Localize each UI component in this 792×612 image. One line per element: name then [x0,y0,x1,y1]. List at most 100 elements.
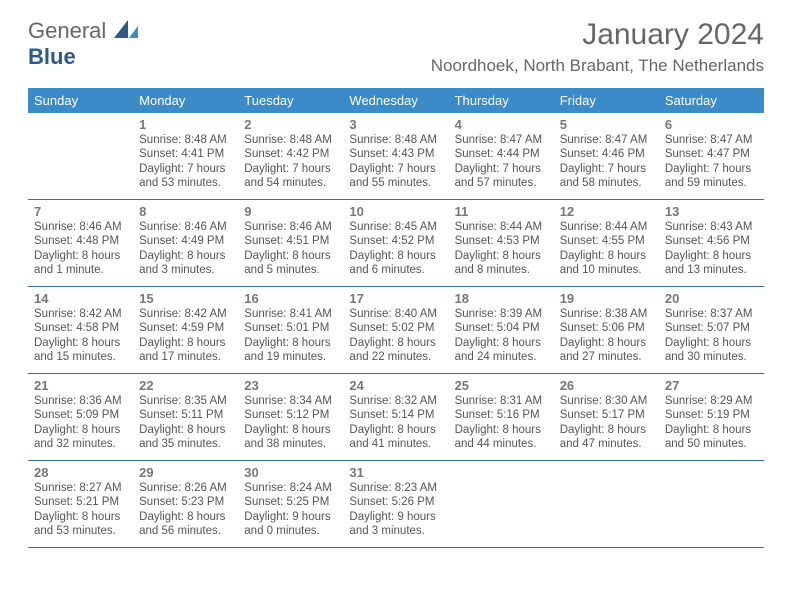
day-cell: 11Sunrise: 8:44 AMSunset: 4:53 PMDayligh… [449,200,554,286]
sunrise-text: Sunrise: 8:44 AM [560,220,653,234]
sunrise-text: Sunrise: 8:30 AM [560,394,653,408]
sunset-text: Sunset: 5:11 PM [139,408,232,422]
day-number: 26 [560,378,653,393]
day-number: 14 [34,291,127,306]
daylight-text: Daylight: 8 hours and 22 minutes. [349,336,442,365]
day-number: 11 [455,204,548,219]
sunrise-text: Sunrise: 8:48 AM [244,133,337,147]
day-number: 9 [244,204,337,219]
title-block: January 2024 Noordhoek, North Brabant, T… [431,18,764,76]
day-number: 4 [455,117,548,132]
day-number: 8 [139,204,232,219]
weekday-label: Saturday [659,88,764,113]
day-cell: 21Sunrise: 8:36 AMSunset: 5:09 PMDayligh… [28,374,133,460]
sunset-text: Sunset: 5:25 PM [244,495,337,509]
daylight-text: Daylight: 8 hours and 56 minutes. [139,510,232,539]
sunset-text: Sunset: 4:59 PM [139,321,232,335]
page-header: General Blue January 2024 Noordhoek, Nor… [0,0,792,80]
day-cell: 27Sunrise: 8:29 AMSunset: 5:19 PMDayligh… [659,374,764,460]
sunrise-text: Sunrise: 8:27 AM [34,481,127,495]
daylight-text: Daylight: 8 hours and 53 minutes. [34,510,127,539]
sunrise-text: Sunrise: 8:46 AM [244,220,337,234]
daylight-text: Daylight: 8 hours and 17 minutes. [139,336,232,365]
day-cell [449,461,554,547]
week-row: 14Sunrise: 8:42 AMSunset: 4:58 PMDayligh… [28,287,764,374]
day-cell: 15Sunrise: 8:42 AMSunset: 4:59 PMDayligh… [133,287,238,373]
location-subtitle: Noordhoek, North Brabant, The Netherland… [431,56,764,76]
sunrise-text: Sunrise: 8:45 AM [349,220,442,234]
calendar: Sunday Monday Tuesday Wednesday Thursday… [28,88,764,548]
day-cell: 16Sunrise: 8:41 AMSunset: 5:01 PMDayligh… [238,287,343,373]
daylight-text: Daylight: 8 hours and 10 minutes. [560,249,653,278]
sunset-text: Sunset: 4:47 PM [665,147,758,161]
daylight-text: Daylight: 8 hours and 24 minutes. [455,336,548,365]
weekday-label: Friday [554,88,659,113]
sunset-text: Sunset: 5:16 PM [455,408,548,422]
day-cell: 6Sunrise: 8:47 AMSunset: 4:47 PMDaylight… [659,113,764,199]
sunrise-text: Sunrise: 8:37 AM [665,307,758,321]
sunrise-text: Sunrise: 8:42 AM [139,307,232,321]
daylight-text: Daylight: 8 hours and 5 minutes. [244,249,337,278]
day-cell: 8Sunrise: 8:46 AMSunset: 4:49 PMDaylight… [133,200,238,286]
sunset-text: Sunset: 5:17 PM [560,408,653,422]
day-number: 15 [139,291,232,306]
daylight-text: Daylight: 8 hours and 41 minutes. [349,423,442,452]
day-cell: 7Sunrise: 8:46 AMSunset: 4:48 PMDaylight… [28,200,133,286]
logo: General Blue [28,18,138,70]
daylight-text: Daylight: 9 hours and 3 minutes. [349,510,442,539]
sunrise-text: Sunrise: 8:42 AM [34,307,127,321]
weekday-label: Thursday [449,88,554,113]
daylight-text: Daylight: 7 hours and 53 minutes. [139,162,232,191]
daylight-text: Daylight: 7 hours and 54 minutes. [244,162,337,191]
sunset-text: Sunset: 5:06 PM [560,321,653,335]
day-cell: 12Sunrise: 8:44 AMSunset: 4:55 PMDayligh… [554,200,659,286]
sunset-text: Sunset: 4:49 PM [139,234,232,248]
daylight-text: Daylight: 8 hours and 35 minutes. [139,423,232,452]
sunset-text: Sunset: 4:41 PM [139,147,232,161]
sunset-text: Sunset: 4:48 PM [34,234,127,248]
day-cell: 4Sunrise: 8:47 AMSunset: 4:44 PMDaylight… [449,113,554,199]
sunrise-text: Sunrise: 8:47 AM [560,133,653,147]
day-number: 3 [349,117,442,132]
weekday-label: Tuesday [238,88,343,113]
day-number: 31 [349,465,442,480]
daylight-text: Daylight: 8 hours and 19 minutes. [244,336,337,365]
weeks-container: 1Sunrise: 8:48 AMSunset: 4:41 PMDaylight… [28,113,764,548]
weekday-label: Monday [133,88,238,113]
daylight-text: Daylight: 8 hours and 15 minutes. [34,336,127,365]
day-number: 24 [349,378,442,393]
day-cell: 19Sunrise: 8:38 AMSunset: 5:06 PMDayligh… [554,287,659,373]
day-cell: 26Sunrise: 8:30 AMSunset: 5:17 PMDayligh… [554,374,659,460]
sunset-text: Sunset: 5:14 PM [349,408,442,422]
day-cell: 3Sunrise: 8:48 AMSunset: 4:43 PMDaylight… [343,113,448,199]
day-cell: 25Sunrise: 8:31 AMSunset: 5:16 PMDayligh… [449,374,554,460]
weekday-label: Wednesday [343,88,448,113]
day-cell: 20Sunrise: 8:37 AMSunset: 5:07 PMDayligh… [659,287,764,373]
sunset-text: Sunset: 4:42 PM [244,147,337,161]
day-cell: 29Sunrise: 8:26 AMSunset: 5:23 PMDayligh… [133,461,238,547]
day-cell: 18Sunrise: 8:39 AMSunset: 5:04 PMDayligh… [449,287,554,373]
sunrise-text: Sunrise: 8:32 AM [349,394,442,408]
day-cell: 31Sunrise: 8:23 AMSunset: 5:26 PMDayligh… [343,461,448,547]
day-number: 1 [139,117,232,132]
day-cell [28,113,133,199]
sunrise-text: Sunrise: 8:29 AM [665,394,758,408]
sunset-text: Sunset: 5:07 PM [665,321,758,335]
sunrise-text: Sunrise: 8:43 AM [665,220,758,234]
sunset-text: Sunset: 4:56 PM [665,234,758,248]
day-number: 27 [665,378,758,393]
daylight-text: Daylight: 8 hours and 44 minutes. [455,423,548,452]
daylight-text: Daylight: 8 hours and 47 minutes. [560,423,653,452]
sunset-text: Sunset: 5:21 PM [34,495,127,509]
day-number: 29 [139,465,232,480]
week-row: 7Sunrise: 8:46 AMSunset: 4:48 PMDaylight… [28,200,764,287]
sunset-text: Sunset: 4:53 PM [455,234,548,248]
day-number: 18 [455,291,548,306]
day-number: 5 [560,117,653,132]
month-title: January 2024 [431,18,764,52]
sunrise-text: Sunrise: 8:48 AM [139,133,232,147]
day-number: 13 [665,204,758,219]
daylight-text: Daylight: 8 hours and 8 minutes. [455,249,548,278]
day-cell: 5Sunrise: 8:47 AMSunset: 4:46 PMDaylight… [554,113,659,199]
day-cell: 17Sunrise: 8:40 AMSunset: 5:02 PMDayligh… [343,287,448,373]
